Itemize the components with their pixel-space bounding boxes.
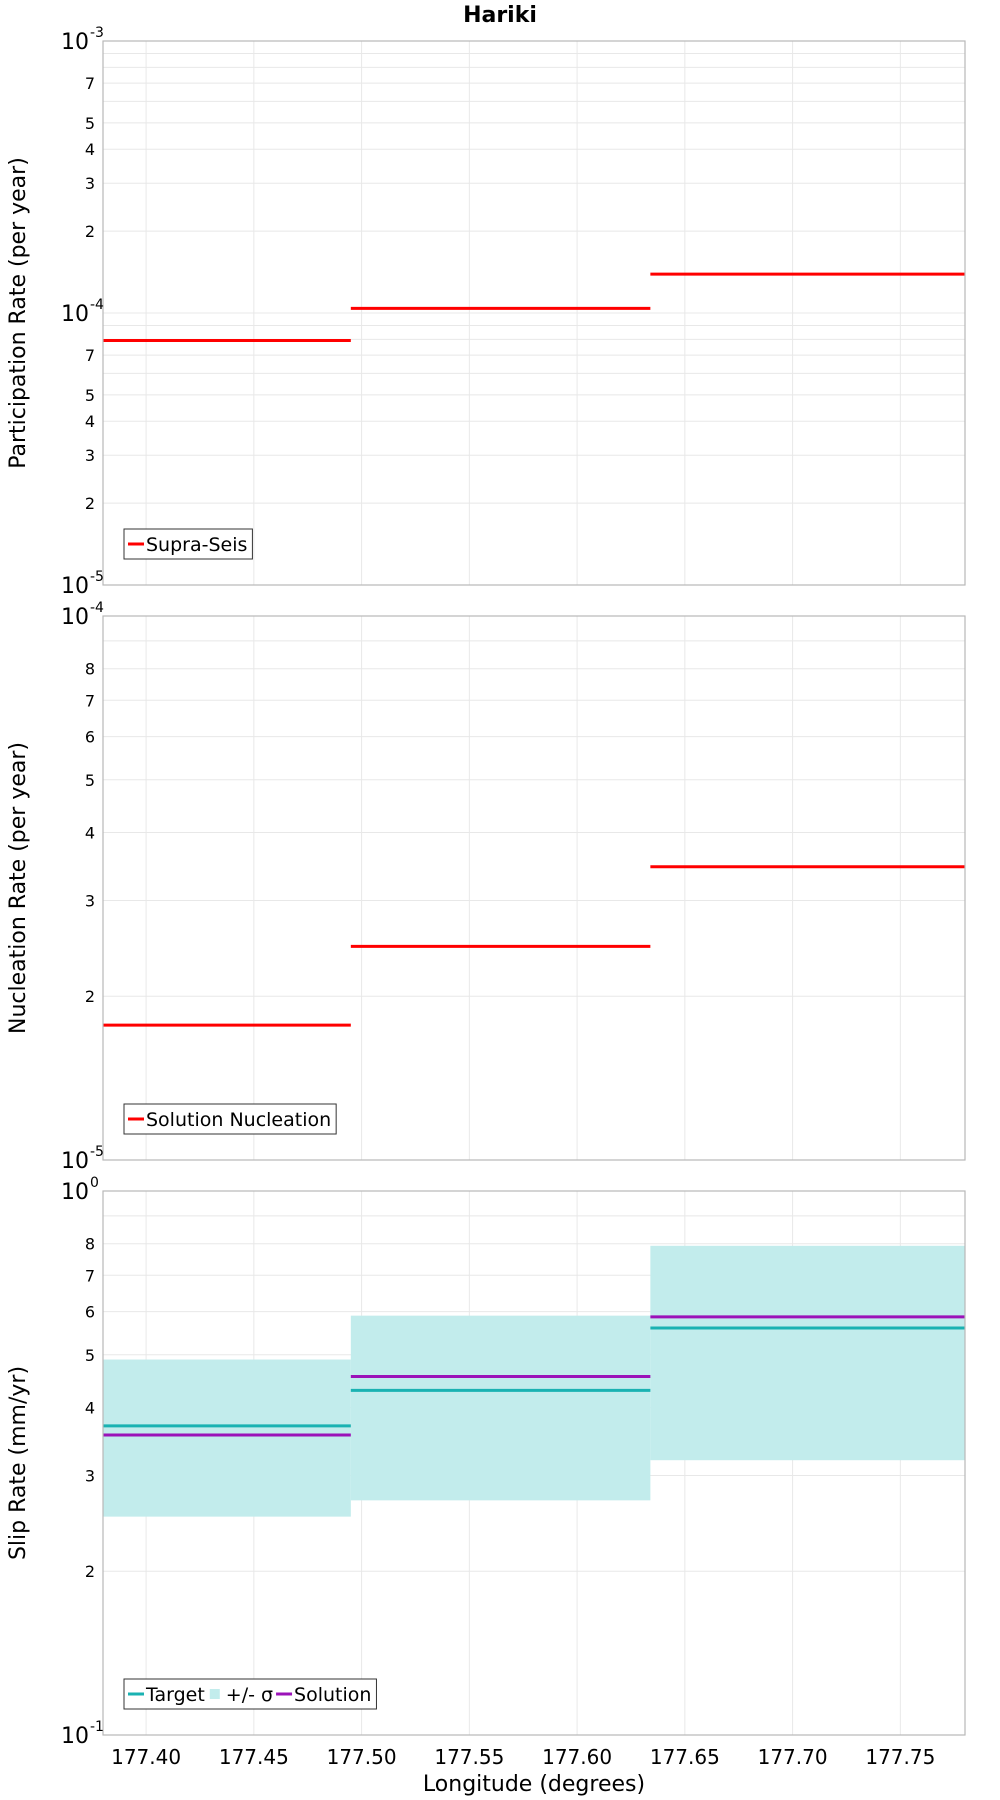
sigma-band-segment xyxy=(350,1315,651,1501)
y-axis-label: Nucleation Rate (per year) xyxy=(6,742,31,1034)
x-tick-label: 177.40 xyxy=(111,1745,181,1769)
legend: Supra-Seis xyxy=(123,528,253,560)
series-target xyxy=(103,1326,965,1428)
y-tick-label: 3 xyxy=(85,1466,95,1485)
y-tick-label: 4 xyxy=(85,412,95,431)
x-tick-label: 177.60 xyxy=(542,1745,612,1769)
legend-item: Solution Nucleation xyxy=(128,1109,331,1131)
y-tick-label: 3 xyxy=(85,891,95,910)
y-major-tick-exponent: -5 xyxy=(90,569,104,585)
series-solution xyxy=(103,1315,965,1437)
y-tick-label: 7 xyxy=(85,1266,95,1285)
y-major-tick-exponent: 0 xyxy=(90,1175,99,1191)
sigma-band-segment xyxy=(103,1359,351,1517)
series-supra-seis xyxy=(103,272,965,343)
y-tick-label: 2 xyxy=(85,494,95,513)
y-tick-label: 2 xyxy=(85,1562,95,1581)
y-major-tick-label: 10 xyxy=(61,574,89,599)
series-solution-nucleation xyxy=(103,865,965,1027)
y-major-tick-exponent: -3 xyxy=(90,25,104,41)
sigma-band xyxy=(103,1245,965,1517)
y-tick-label: 6 xyxy=(85,1303,95,1322)
y-tick-label: 2 xyxy=(85,222,95,241)
y-tick-label: 5 xyxy=(85,114,95,133)
y-tick-label: 5 xyxy=(85,771,95,790)
y-tick-label: 7 xyxy=(85,74,95,93)
y-major-tick-exponent: -4 xyxy=(90,297,104,313)
y-major-tick-exponent: -4 xyxy=(90,600,104,616)
y-axis-label: Slip Rate (mm/yr) xyxy=(6,1366,31,1560)
y-tick-label: 2 xyxy=(85,987,95,1006)
plot-frame xyxy=(102,1190,966,1736)
y-tick-label: 6 xyxy=(85,728,95,747)
chart-title: Hariki xyxy=(463,3,537,28)
legend-box xyxy=(123,1103,337,1135)
legend-box xyxy=(123,1678,377,1710)
legend-label: +/- σ xyxy=(226,1684,273,1706)
y-tick-label: 4 xyxy=(85,140,95,159)
legend-item: Solution xyxy=(276,1684,371,1706)
legend-swatch xyxy=(209,1689,220,1699)
y-major-tick-label: 10 xyxy=(61,1180,89,1205)
y-major-tick-label: 10 xyxy=(61,302,89,327)
y-tick-label: 8 xyxy=(85,660,95,679)
legend: Solution Nucleation xyxy=(123,1103,337,1135)
x-tick-label: 177.75 xyxy=(865,1745,935,1769)
y-tick-label: 5 xyxy=(85,1346,95,1365)
x-tick-labels: 177.40 177.45 177.50 177.55 177.60 177.65 177.… xyxy=(111,1745,935,1769)
y-major-tick-exponent: -5 xyxy=(90,1144,104,1160)
x-tick-label: 177.55 xyxy=(434,1745,504,1769)
legend-box xyxy=(123,528,253,560)
y-major-tick-label: 10 xyxy=(61,605,89,630)
x-tick-label: 177.45 xyxy=(219,1745,289,1769)
y-tick-label: 3 xyxy=(85,446,95,465)
y-tick-label: 7 xyxy=(85,346,95,365)
gridlines xyxy=(103,41,965,586)
y-tick-label: 8 xyxy=(85,1235,95,1254)
x-axis-label: Longitude (degrees) xyxy=(423,1772,645,1797)
x-tick-label: 177.65 xyxy=(650,1745,720,1769)
plot-frame xyxy=(102,40,966,586)
y-major-tick-exponent: -1 xyxy=(90,1719,104,1735)
y-tick-label: 4 xyxy=(85,823,95,842)
plot-frame xyxy=(102,615,966,1161)
x-tick-label: 177.50 xyxy=(327,1745,397,1769)
y-major-tick-label: 10 xyxy=(61,30,89,55)
x-tick-label: 177.70 xyxy=(758,1745,828,1769)
y-tick-label: 3 xyxy=(85,174,95,193)
legend-label: Supra-Seis xyxy=(146,534,247,556)
y-tick-label: 7 xyxy=(85,691,95,710)
y-axis-label: Participation Rate (per year) xyxy=(6,157,31,469)
sigma-band-segment xyxy=(650,1245,965,1461)
legend-item: +/- σ xyxy=(209,1684,273,1706)
legend-label: Target xyxy=(145,1684,205,1706)
y-major-tick-label: 10 xyxy=(61,1724,89,1749)
y-tick-label: 4 xyxy=(85,1398,95,1417)
legend-item: Supra-Seis xyxy=(128,534,247,556)
y-tick-label: 5 xyxy=(85,386,95,405)
legend-item: Target xyxy=(128,1684,205,1706)
gridlines xyxy=(103,616,965,1161)
legend-label: Solution Nucleation xyxy=(146,1109,331,1131)
legend: Target +/- σ Solution xyxy=(123,1678,377,1710)
legend-label: Solution xyxy=(294,1684,371,1706)
y-major-tick-label: 10 xyxy=(61,1149,89,1174)
